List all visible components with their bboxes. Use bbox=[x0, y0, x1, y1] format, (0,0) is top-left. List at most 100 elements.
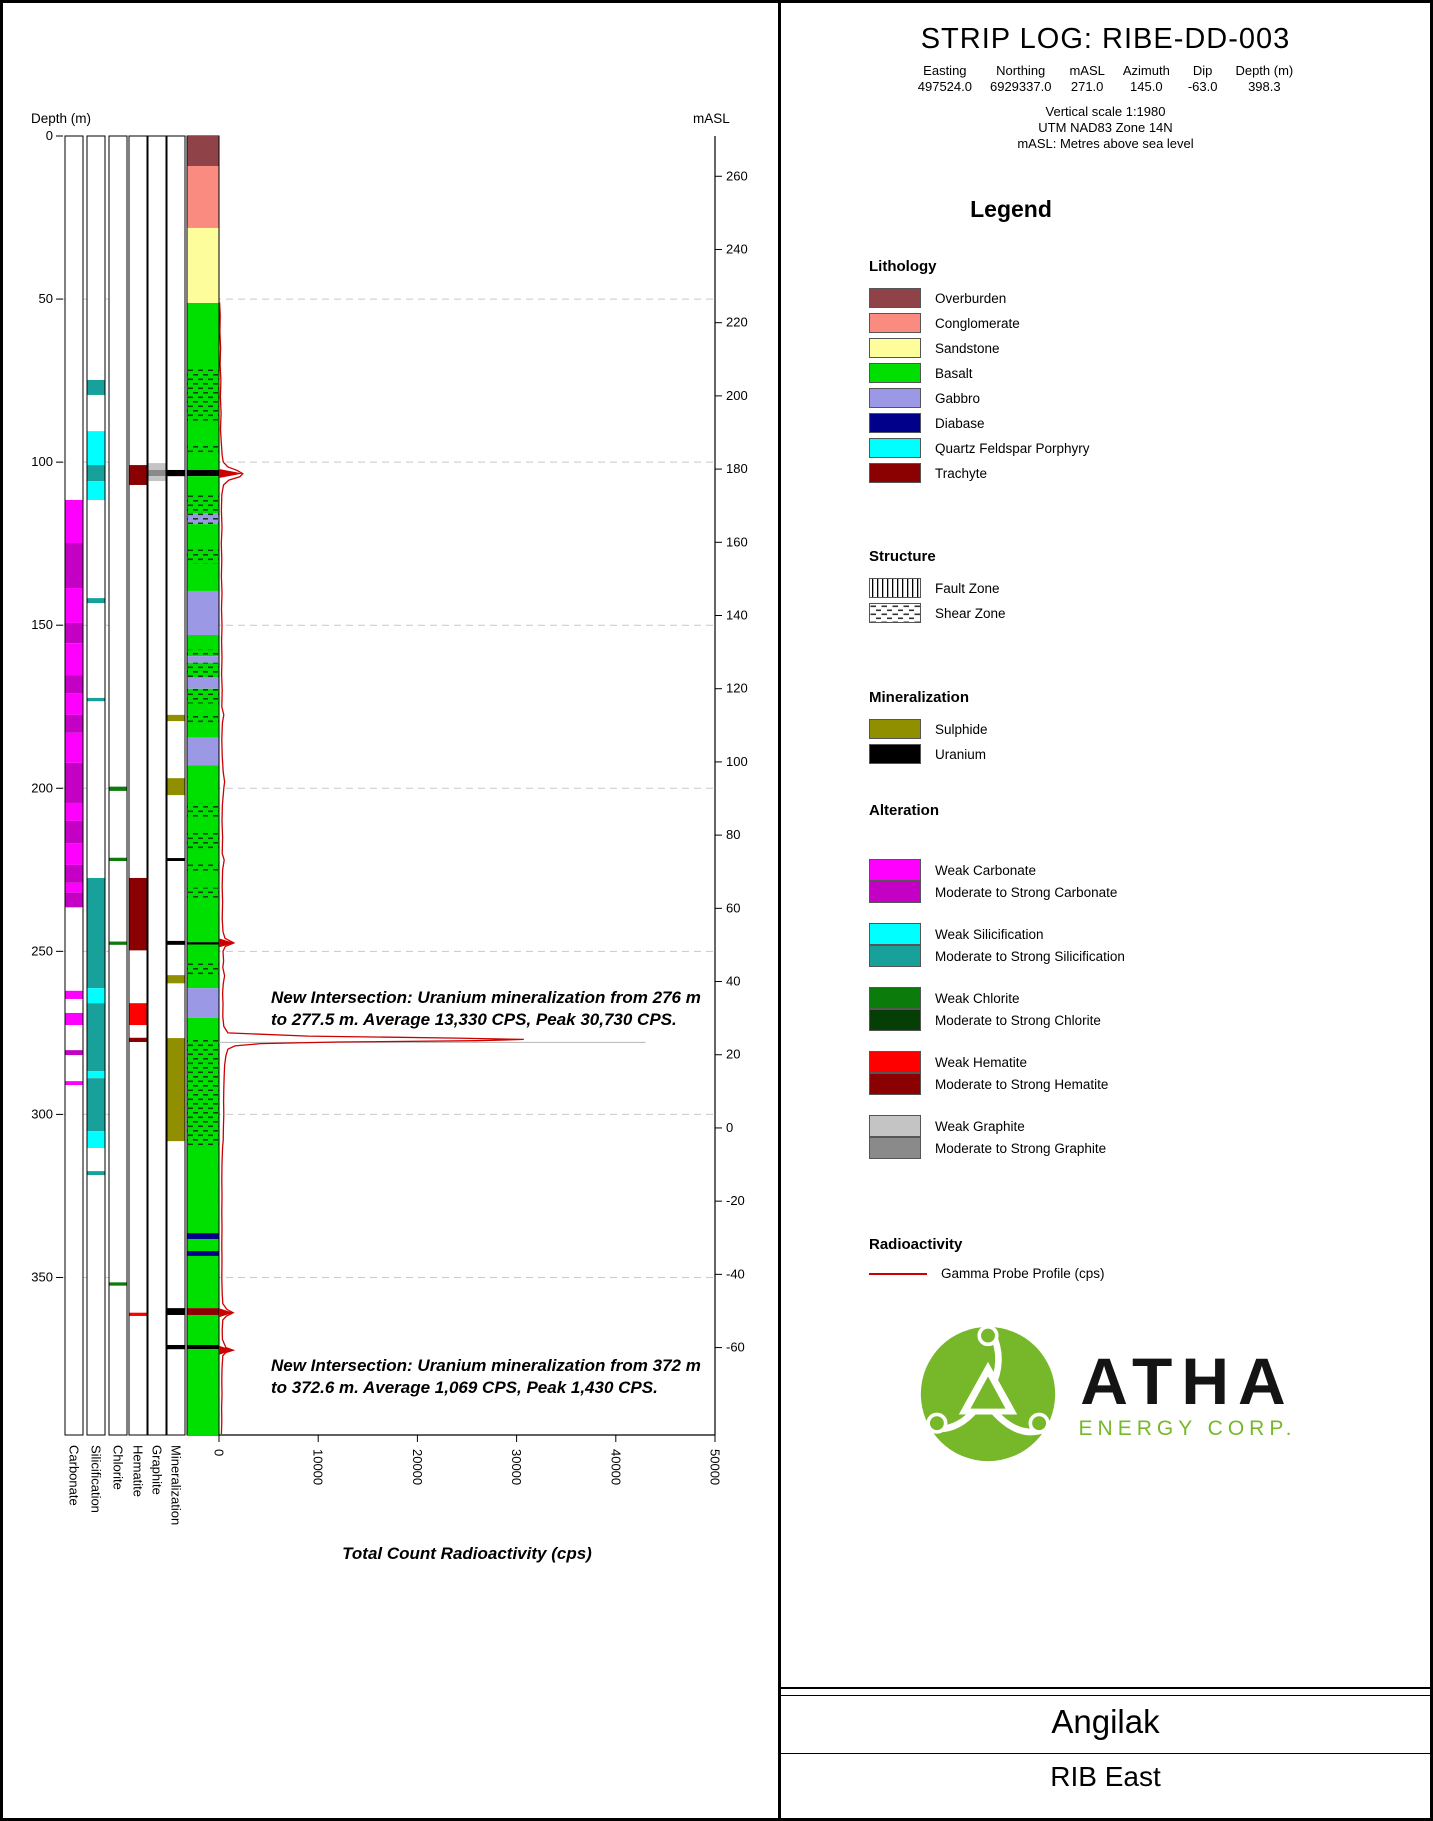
mineralization-interval-sulphide bbox=[167, 1038, 185, 1142]
shear-zone-overlay bbox=[187, 548, 219, 564]
carbonate-interval bbox=[65, 762, 83, 803]
shear-zone-overlay bbox=[187, 649, 219, 657]
color-swatch bbox=[869, 463, 921, 483]
carbonate-interval bbox=[65, 588, 83, 623]
silicification-interval bbox=[87, 481, 105, 500]
hematite-interval bbox=[129, 1312, 147, 1316]
gamma-profile-line bbox=[218, 302, 524, 1435]
mineralization-interval-sulphide bbox=[167, 778, 185, 796]
annotation-line: to 372.6 m. Average 1,069 CPS, Peak 1,43… bbox=[271, 1378, 658, 1397]
masl-tick-label: 140 bbox=[726, 608, 748, 623]
silicification-interval bbox=[87, 598, 105, 604]
meta-column: Easting 497524.0 bbox=[918, 63, 972, 95]
legend-item: Moderate to Strong Hematite bbox=[869, 1072, 1414, 1095]
mineralization-interval-uranium bbox=[167, 858, 185, 862]
silicification-interval bbox=[87, 988, 105, 1004]
legend-item-label: Gabbro bbox=[935, 390, 981, 406]
lithology-interval-gabbro bbox=[187, 988, 219, 1018]
footer-rule bbox=[781, 1695, 1430, 1696]
carbonate-interval bbox=[65, 802, 83, 821]
scale-note: UTM NAD83 Zone 14N bbox=[1038, 120, 1173, 135]
cps-tick-label: 40000 bbox=[608, 1449, 623, 1485]
masl-axis-title: mASL bbox=[693, 111, 730, 126]
footer-rule bbox=[781, 1753, 1430, 1754]
legend-item-label: Uranium bbox=[935, 746, 987, 762]
legend-item-label: Basalt bbox=[935, 365, 973, 381]
atha-logo-text: ATHA ENERGY CORP. bbox=[1079, 1348, 1297, 1441]
lithology-interval-basalt bbox=[187, 765, 219, 943]
lithology-interval-conglomerate bbox=[187, 166, 219, 228]
masl-tick-label: 0 bbox=[726, 1120, 733, 1135]
color-swatch bbox=[869, 1051, 921, 1073]
graphite-column bbox=[147, 135, 167, 1436]
lithology-interval-diabase bbox=[187, 1251, 219, 1256]
depth-tick-label: 50 bbox=[39, 291, 53, 306]
shear-pattern-swatch bbox=[869, 603, 921, 623]
legend-item-label: Moderate to Strong Silicification bbox=[935, 948, 1125, 964]
collar-metadata: Easting 497524.0 Northing 6929337.0 mASL 271.… bbox=[781, 63, 1430, 95]
carbonate-interval bbox=[65, 675, 83, 694]
legend-item-label: Weak Hematite bbox=[935, 1054, 1028, 1070]
legend-item: Sandstone bbox=[869, 338, 1414, 358]
masl-tick-label: 20 bbox=[726, 1047, 740, 1062]
mineralization-interval-uranium bbox=[167, 1308, 185, 1315]
legend-section-radioactivity: Radioactivity Gamma Probe Profile (cps) bbox=[869, 1236, 1414, 1281]
cps-tick-label: 30000 bbox=[509, 1449, 524, 1485]
legend-item-label: Sandstone bbox=[935, 340, 1000, 356]
meta-label: mASL bbox=[1069, 63, 1105, 78]
legend-section-title: Radioactivity bbox=[869, 1236, 963, 1253]
legend-section-body: Sulphide Uranium bbox=[869, 719, 1414, 764]
carbonate-interval bbox=[65, 1050, 83, 1056]
lithology-interval-gabbro bbox=[187, 737, 219, 766]
meta-column: Dip -63.0 bbox=[1188, 63, 1218, 95]
alteration-pair: Weak Carbonate Moderate to Strong Carbona… bbox=[869, 859, 1414, 903]
carbonate-interval bbox=[65, 892, 83, 908]
meta-value: -63.0 bbox=[1187, 79, 1218, 94]
silicification-interval bbox=[87, 1171, 105, 1176]
annotation-line: New Intersection: Uranium mineralization… bbox=[271, 1356, 701, 1375]
annotation-line: New Intersection: Uranium mineralization… bbox=[271, 988, 701, 1007]
masl-tick-label: 80 bbox=[726, 827, 740, 842]
report-title: STRIP LOG: RIBE-DD-003 bbox=[920, 23, 1291, 55]
legend-item-label: Gamma Probe Profile (cps) bbox=[941, 1266, 1105, 1281]
strip-log-plot: 0 50 100 150 200 250 300 350 Depth (m) 260 240 220 2… bbox=[3, 3, 778, 1818]
legend-item: Weak Hematite bbox=[869, 1051, 1414, 1073]
alteration-pair: Weak Chlorite Moderate to Strong Chlorite bbox=[869, 987, 1414, 1031]
legend-item: Moderate to Strong Graphite bbox=[869, 1136, 1414, 1159]
cps-tick-label: 0 bbox=[212, 1449, 227, 1456]
carbonate-interval bbox=[65, 622, 83, 644]
masl-tick-label: 60 bbox=[726, 900, 740, 915]
footer-rule bbox=[781, 1687, 1430, 1689]
shear-zone-overlay bbox=[187, 445, 219, 455]
carbonate-interval bbox=[65, 990, 83, 999]
legend-item: Fault Zone bbox=[869, 578, 1414, 598]
gamma-spike-marker bbox=[219, 469, 243, 479]
legend-item-label: Fault Zone bbox=[935, 580, 1000, 596]
info-panel: STRIP LOG: RIBE-DD-003 Easting 497524.0 No… bbox=[781, 3, 1430, 1818]
chlorite-interval bbox=[109, 1282, 127, 1286]
cps-tick-label: 20000 bbox=[410, 1449, 425, 1485]
legend-item-label: Quartz Feldspar Porphyry bbox=[935, 440, 1090, 456]
color-swatch bbox=[869, 288, 921, 308]
meta-column: Northing 6929337.0 bbox=[990, 63, 1051, 95]
silicification-column bbox=[86, 135, 106, 1436]
silicification-interval bbox=[87, 431, 105, 466]
annotation-line: to 277.5 m. Average 13,330 CPS, Peak 30,… bbox=[271, 1010, 677, 1029]
color-swatch bbox=[869, 880, 921, 903]
scale-note: mASL: Metres above sea level bbox=[1017, 136, 1194, 151]
masl-tick-label: 160 bbox=[726, 534, 748, 549]
carbonate-interval bbox=[65, 499, 83, 544]
masl-tick-label: 40 bbox=[726, 974, 740, 989]
legend-item: Sulphide bbox=[869, 719, 1414, 739]
alteration-pair: Weak Graphite Moderate to Strong Graphite bbox=[869, 1115, 1414, 1159]
hematite-interval bbox=[129, 465, 147, 485]
shear-zone-overlay bbox=[187, 887, 219, 898]
lithology-interval-trachyte bbox=[187, 1308, 219, 1315]
legend-item-label: Weak Silicification bbox=[935, 926, 1044, 942]
column-label-silicification: Silicification bbox=[89, 1445, 104, 1513]
lithology-interval-gabbro bbox=[187, 590, 219, 635]
legend-item: Moderate to Strong Carbonate bbox=[869, 880, 1414, 903]
masl-tick-label: -40 bbox=[726, 1266, 745, 1281]
alteration-pair: Weak Silicification Moderate to Strong Si… bbox=[869, 923, 1414, 967]
